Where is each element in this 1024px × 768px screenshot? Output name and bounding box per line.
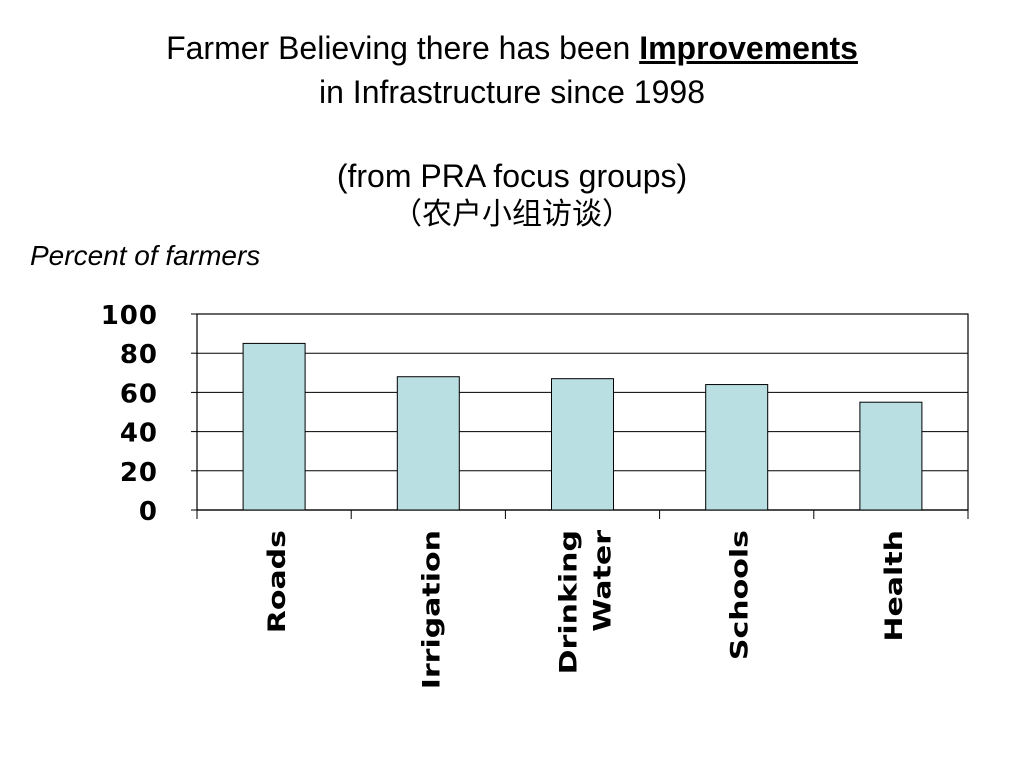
bar-roads xyxy=(242,342,306,511)
x-tick-label: Irrigation xyxy=(418,530,445,689)
x-tick-label: Schools xyxy=(726,530,753,660)
subtitle-chinese: （农户小组访谈） xyxy=(392,197,632,232)
title-line-1: Farmer Believing there has been Improvem… xyxy=(0,26,1024,70)
x-tick-label: Roads xyxy=(264,530,291,633)
subtitle: (from PRA focus groups) xyxy=(336,158,688,194)
y-tick-label: 100 xyxy=(101,301,158,331)
y-tick-label: 60 xyxy=(120,379,158,409)
x-tick-label: Water xyxy=(589,529,616,631)
y-tick-label: 0 xyxy=(139,497,158,527)
title-prefix: Farmer Believing there has been xyxy=(166,30,640,66)
x-tick-label: Health xyxy=(881,530,908,642)
bar-drinking-water xyxy=(551,378,614,511)
bar-schools xyxy=(705,384,769,511)
y-axis-label: Percent of farmers xyxy=(30,240,261,271)
title-line-2: in Infrastructure since 1998 xyxy=(319,74,705,110)
y-tick-label: 40 xyxy=(120,419,158,449)
x-tick-label: Drinking xyxy=(555,530,582,674)
bar-health xyxy=(859,401,923,511)
y-tick-label: 20 xyxy=(120,458,158,488)
bar-irrigation xyxy=(396,376,460,511)
title-emphasis: Improvements xyxy=(639,30,858,66)
y-tick-label: 80 xyxy=(120,340,158,370)
slide-title: Farmer Believing there has been Improvem… xyxy=(0,26,1024,232)
